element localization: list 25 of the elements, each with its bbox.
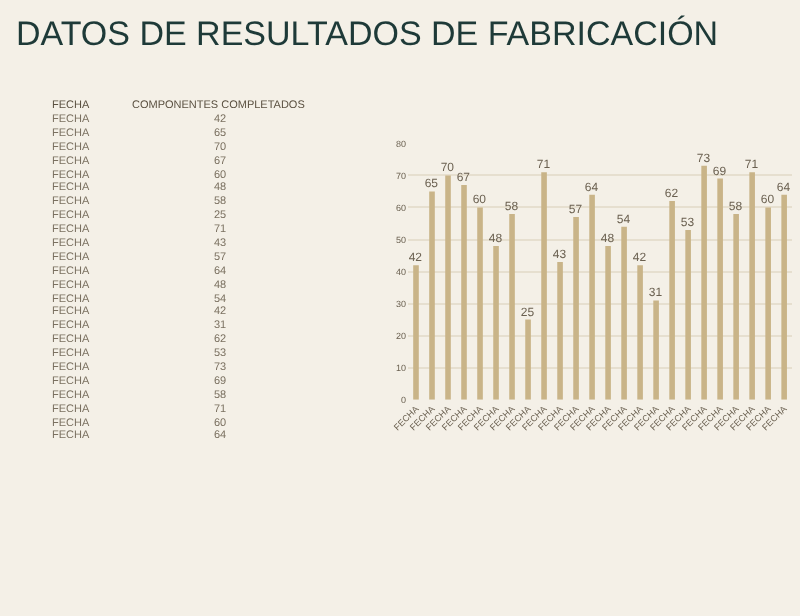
bar	[685, 229, 691, 400]
bar	[557, 261, 563, 400]
bar	[461, 185, 467, 400]
bar	[493, 245, 499, 400]
bar	[525, 319, 531, 400]
bar	[669, 201, 675, 400]
bar	[653, 300, 659, 400]
bar	[765, 207, 771, 400]
bar	[733, 213, 739, 400]
bar	[701, 165, 707, 400]
bar	[605, 245, 611, 400]
bar	[573, 217, 579, 400]
bar	[509, 213, 515, 400]
bar	[621, 226, 627, 400]
bar	[429, 191, 435, 400]
bar	[413, 265, 419, 400]
bar	[477, 207, 483, 400]
bar	[589, 194, 595, 400]
bar	[717, 178, 723, 400]
bar	[781, 194, 787, 400]
bar	[637, 265, 643, 400]
bar	[445, 175, 451, 400]
bar	[541, 172, 547, 400]
chart-title: DATOS DE RESULTADOS DE FABRICACIÓN	[16, 15, 719, 54]
bar	[749, 172, 755, 400]
